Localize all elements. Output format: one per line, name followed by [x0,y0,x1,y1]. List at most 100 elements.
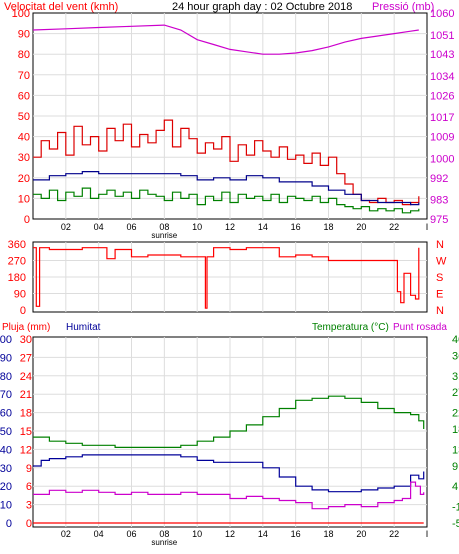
humidity-axis-tick: 100 [0,334,12,346]
wind-axis-tick: 80 [18,49,30,61]
direction-axis-tick: 180 [8,272,26,284]
wind-speed-line [33,187,420,214]
pressure-axis-tick: 1026 [430,90,454,102]
x-tick-label: 04 [94,222,104,232]
rain-axis-tick: 15 [20,426,32,438]
humidity-axis-tick: 10 [0,500,12,512]
wind-title: Velocitat del vent (kmh) [4,1,118,13]
x-tick-label: 20 [356,529,366,539]
humidity-axis-tick: 70 [0,389,12,401]
temperature-title: Temperatura (°C) [312,322,389,333]
humidity-axis-tick: 30 [0,463,12,475]
pressure-line [32,24,419,55]
rain-axis-tick: 21 [20,389,32,401]
wind-axis-tick: 40 [18,132,30,144]
x-tick-label: 14 [258,222,268,232]
x-tick-label: 12 [225,529,235,539]
temperature-axis-tick: 31 [452,371,459,383]
wind-axis-tick: 70 [18,70,30,82]
x-tick-label: 06 [126,222,136,232]
humidity-axis-tick: 40 [0,444,12,456]
pressure-axis-tick: 1009 [430,132,454,144]
rain-title: Pluja (mm) [2,322,50,333]
wind-axis-tick: 90 [18,29,30,41]
x-tick-label: 02 [61,529,71,539]
dewpoint-line [33,481,425,510]
wind-direction-line [33,247,420,309]
direction-axis-tick: 0 [20,305,26,317]
rain-axis-tick: 18 [20,408,32,420]
x-tick-label: 14 [258,529,268,539]
compass-label: E [436,289,443,301]
wind-average-line [33,171,420,206]
wind-axis-tick: 10 [18,193,30,205]
compass-label: N [436,239,444,251]
compass-label: N [436,305,444,317]
temperature-axis-tick: 9 [452,461,458,473]
x-tick-label: 02 [61,222,71,232]
x-tick-label: 18 [323,529,333,539]
humidity-axis-tick: 60 [0,408,12,420]
temperature-line [33,395,425,448]
pressure-axis-tick: 975 [430,214,448,226]
humidity-axis-tick: 50 [0,426,12,438]
temperature-axis-tick: 18 [452,424,459,436]
compass-label: S [436,272,443,284]
pressure-title: Pressió (mb) [372,1,434,13]
pressure-axis-tick: 983 [430,195,448,207]
humidity-axis-tick: 90 [0,352,12,364]
wind-axis-tick: 30 [18,152,30,164]
x-tick-label: 10 [192,222,202,232]
wind-axis-tick: 100 [12,8,30,20]
x-tick-label: 08 [159,529,169,539]
humidity-axis-tick: 0 [6,518,12,530]
pressure-axis-tick: 1034 [430,71,454,83]
chart-date-title: 24 hour graph day : 02 Octubre 2018 [172,1,352,13]
temperature-axis-tick: 36 [452,350,459,362]
rain-axis-tick: 27 [20,352,32,364]
pressure-axis-tick: 1051 [430,30,454,42]
wind-axis-tick: 20 [18,173,30,185]
compass-label: W [436,256,447,268]
dewpoint-title: Punt rosada [393,322,447,333]
x-tick-label: 16 [291,529,301,539]
rain-axis-tick: 0 [26,518,32,530]
pressure-axis-tick: 992 [430,173,448,185]
rain-axis-tick: 30 [20,334,32,346]
x-tick-label: 04 [94,529,104,539]
wind-axis-tick: 0 [24,214,30,226]
humidity-line [33,454,425,493]
wind-axis-tick: 60 [18,90,30,102]
wind-axis-tick: 50 [18,111,30,123]
temperature-axis-tick: -5 [452,518,459,530]
x-tick-label: 12 [225,222,235,232]
sunrise-label: sunrise [151,538,177,547]
temperature-axis-tick: 27 [452,387,459,399]
x-tick-label: 22 [389,529,399,539]
pressure-axis-tick: 1000 [430,153,454,165]
sunrise-label: sunrise [151,231,177,240]
direction-axis-tick: 270 [8,256,26,268]
x-tick-label: 22 [389,222,399,232]
temperature-axis-tick: 22 [452,408,459,420]
pressure-axis-tick: 1060 [430,8,454,20]
rain-axis-tick: 9 [26,463,32,475]
x-tick-label: I [426,529,429,539]
rain-axis-tick: 6 [26,481,32,493]
x-tick-label: 10 [192,529,202,539]
temperature-axis-tick: -1 [452,502,459,514]
humidity-axis-tick: 80 [0,371,12,383]
pressure-axis-tick: 1043 [430,49,454,61]
humidity-title: Humitat [66,322,101,333]
rain-axis-tick: 3 [26,500,32,512]
x-tick-label: 20 [356,222,366,232]
direction-axis-tick: 90 [14,289,26,301]
x-tick-label: 08 [159,222,169,232]
x-tick-label: 06 [126,529,136,539]
x-tick-label: I [426,222,429,232]
temperature-axis-tick: 40 [452,334,459,346]
x-tick-label: 16 [291,222,301,232]
direction-axis-tick: 360 [8,239,26,251]
x-tick-label: 18 [323,222,333,232]
